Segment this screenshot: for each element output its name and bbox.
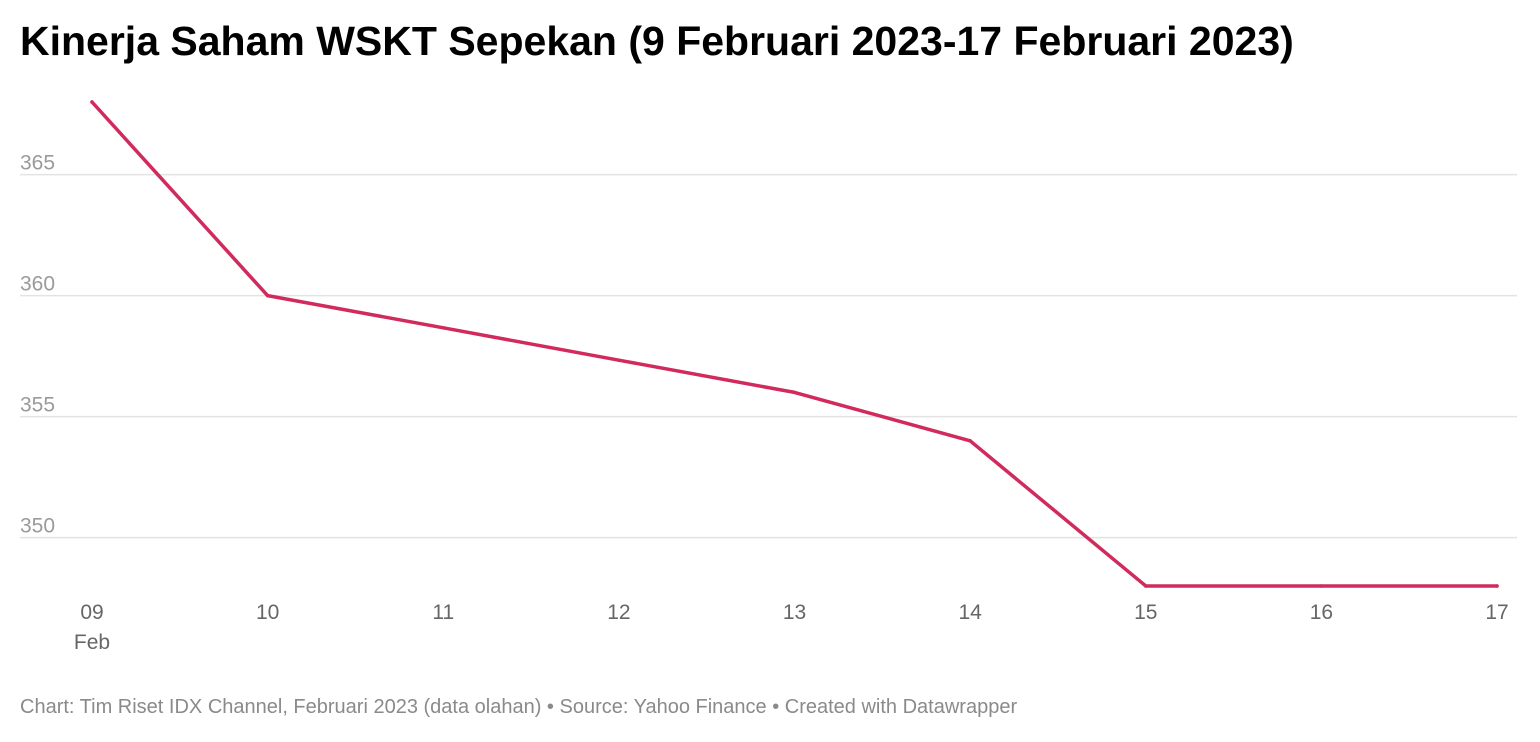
y-tick-label-350: 350 [20,515,55,538]
data-point-15 [1144,584,1148,588]
y-tick-label-365: 365 [20,152,55,175]
x-tick-label-14: 14 [958,601,982,624]
data-point-14 [968,439,972,443]
x-tick-label-13: 13 [783,601,806,624]
x-tick-label-09: 09 [80,601,103,624]
x-tick-label-16: 16 [1310,601,1333,624]
chart-footer: Chart: Tim Riset IDX Channel, Februari 2… [20,696,1018,718]
y-tick-label-355: 355 [20,394,55,417]
x-tick-label-12: 12 [607,601,630,624]
y-axis-labels: 350 355 360 365 [20,152,55,538]
data-point-09 [90,100,94,104]
chart-title: Kinerja Saham WSKT Sepekan (9 Februari 2… [20,18,1294,64]
x-tick-label-15: 15 [1134,601,1157,624]
data-point-16 [1319,584,1324,588]
x-tick-label-11: 11 [432,601,454,624]
x-tick-label-17: 17 [1485,601,1508,624]
y-tick-label-360: 360 [20,273,55,296]
x-axis-labels: 09 10 11 12 13 14 15 16 17 Feb [74,601,1509,654]
data-point-17 [1495,584,1499,588]
data-point-11 [441,326,445,330]
series-layer [90,100,1499,588]
x-tick-label-10: 10 [256,601,279,624]
x-axis-month-label: Feb [74,631,110,654]
data-point-10 [265,293,270,298]
gridlines [20,173,1517,539]
data-point-12 [617,358,621,362]
data-point-13 [792,390,797,395]
